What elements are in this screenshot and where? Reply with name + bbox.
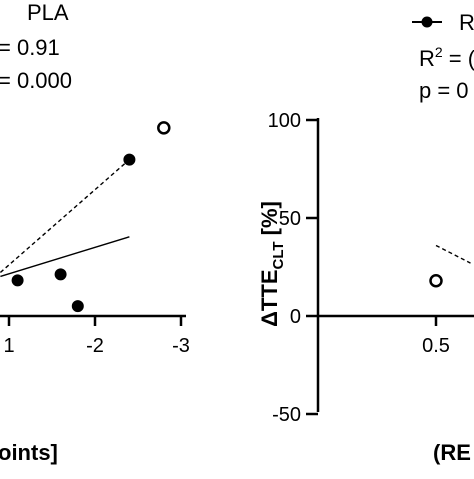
right-stat-eq: = ( <box>443 46 474 71</box>
right-y-tick-label: -50 <box>272 404 301 426</box>
right-stat-sup: 2 <box>435 44 443 60</box>
right-x-tick-label: 0.5 <box>422 335 450 357</box>
left-legend-label: PLA <box>27 0 69 25</box>
right-stat-p: p = 0 <box>419 78 469 103</box>
right-legend-label: R <box>459 10 474 35</box>
left-x-axis-label: oints] <box>0 440 58 465</box>
right-y-axis-label: ΔTTECLT [%] <box>257 201 287 327</box>
left-x-tick-label: 1 <box>3 335 14 357</box>
right-y-label-main: ΔTTE <box>257 270 282 327</box>
right-stat-r: R <box>419 46 435 71</box>
left-solid-line <box>0 236 130 278</box>
left-filled-point <box>11 274 24 287</box>
right-y-tick-label: 50 <box>279 208 301 230</box>
right-y-ticks: 100 50 0 -50 <box>268 110 318 426</box>
left-open-point <box>157 121 171 135</box>
left-data-points <box>11 121 171 313</box>
right-open-point <box>429 273 443 288</box>
left-stat-p: = 0.000 <box>0 68 72 93</box>
right-y-tick-label: 0 <box>290 306 301 328</box>
right-y-label-sub: CLT <box>270 241 287 269</box>
left-x-tick-label: -2 <box>86 335 104 357</box>
right-x-ticks: 0.5 <box>422 316 450 357</box>
left-dashed-line <box>0 159 130 273</box>
right-panel: R R2 = ( p = 0 ΔTTECLT [%] 100 50 0 -50 0.5… <box>257 10 474 465</box>
left-filled-point <box>54 268 67 281</box>
right-dashed-line <box>435 244 471 264</box>
right-y-tick-label: 100 <box>268 110 301 132</box>
right-y-label-unit: [%] <box>257 201 282 241</box>
right-data-points <box>429 273 443 288</box>
right-x-axis-label: (RE <box>433 440 471 465</box>
left-filled-point <box>71 300 84 313</box>
left-x-tick-label: -3 <box>172 335 190 357</box>
right-regression-lines <box>435 244 471 264</box>
left-stat-r2: = 0.91 <box>0 35 60 60</box>
right-legend-marker <box>421 16 433 28</box>
left-panel: PLA = 0.91 = 0.000 1 -2 -3 oints] <box>0 0 190 465</box>
left-x-ticks: 1 -2 -3 <box>3 316 190 357</box>
left-regression-lines <box>0 159 130 278</box>
right-stat-r2: R2 = ( <box>419 44 474 71</box>
left-filled-point <box>123 153 136 166</box>
